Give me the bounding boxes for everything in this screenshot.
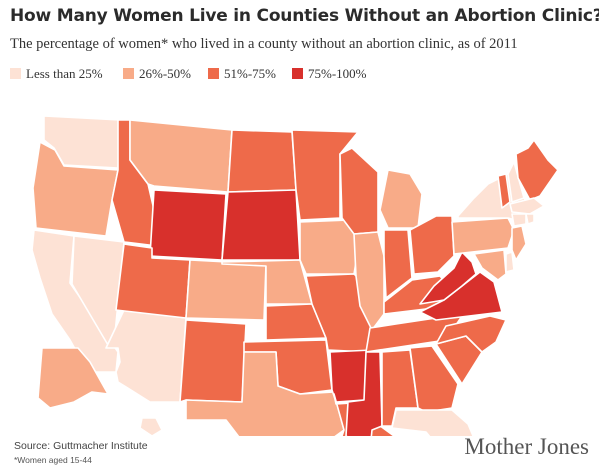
page-title: How Many Women Live in Counties Without … bbox=[10, 6, 599, 26]
state-oh bbox=[409, 215, 455, 275]
state-fl bbox=[391, 409, 474, 436]
state-nc bbox=[435, 315, 507, 353]
us-map bbox=[31, 115, 559, 436]
state-ct bbox=[511, 213, 527, 227]
legend-swatch bbox=[208, 68, 219, 79]
state-nh bbox=[507, 161, 525, 203]
state-ma bbox=[509, 197, 545, 215]
state-hi bbox=[139, 417, 163, 436]
state-co bbox=[185, 259, 267, 321]
state-wy bbox=[149, 189, 227, 261]
state-sd bbox=[221, 189, 301, 261]
legend-label: 26%-50% bbox=[139, 66, 191, 81]
state-me bbox=[515, 139, 559, 201]
state-ak bbox=[37, 347, 109, 409]
state-nj bbox=[511, 225, 527, 261]
state-vt bbox=[497, 173, 511, 209]
state-nd bbox=[227, 129, 297, 193]
legend-label: Less than 25% bbox=[26, 66, 103, 81]
legend-label: 75%-100% bbox=[308, 66, 367, 81]
state-ms bbox=[345, 351, 383, 436]
source-note: Source: Guttmacher Institute bbox=[14, 440, 148, 452]
legend-swatch bbox=[10, 68, 21, 79]
state-mi bbox=[379, 169, 423, 229]
state-wv bbox=[419, 251, 477, 305]
state-de bbox=[505, 251, 515, 273]
state-mt bbox=[129, 119, 233, 193]
state-pa bbox=[451, 217, 515, 255]
state-wi bbox=[339, 147, 379, 235]
state-in bbox=[383, 229, 413, 299]
state-il bbox=[353, 231, 385, 331]
footnote: *Women aged 15-44 bbox=[14, 455, 92, 465]
legend-swatch bbox=[292, 68, 303, 79]
page-subtitle: The percentage of women* who lived in a … bbox=[10, 36, 518, 52]
legend-swatch bbox=[123, 68, 134, 79]
brand-logo: Mother Jones bbox=[464, 434, 589, 459]
state-tx bbox=[185, 351, 345, 436]
state-nm bbox=[179, 319, 247, 403]
legend-label: 51%-75% bbox=[224, 66, 276, 81]
state-ga bbox=[409, 345, 459, 413]
state-md bbox=[473, 249, 507, 281]
state-mn bbox=[291, 129, 359, 221]
state-ri bbox=[525, 213, 535, 225]
